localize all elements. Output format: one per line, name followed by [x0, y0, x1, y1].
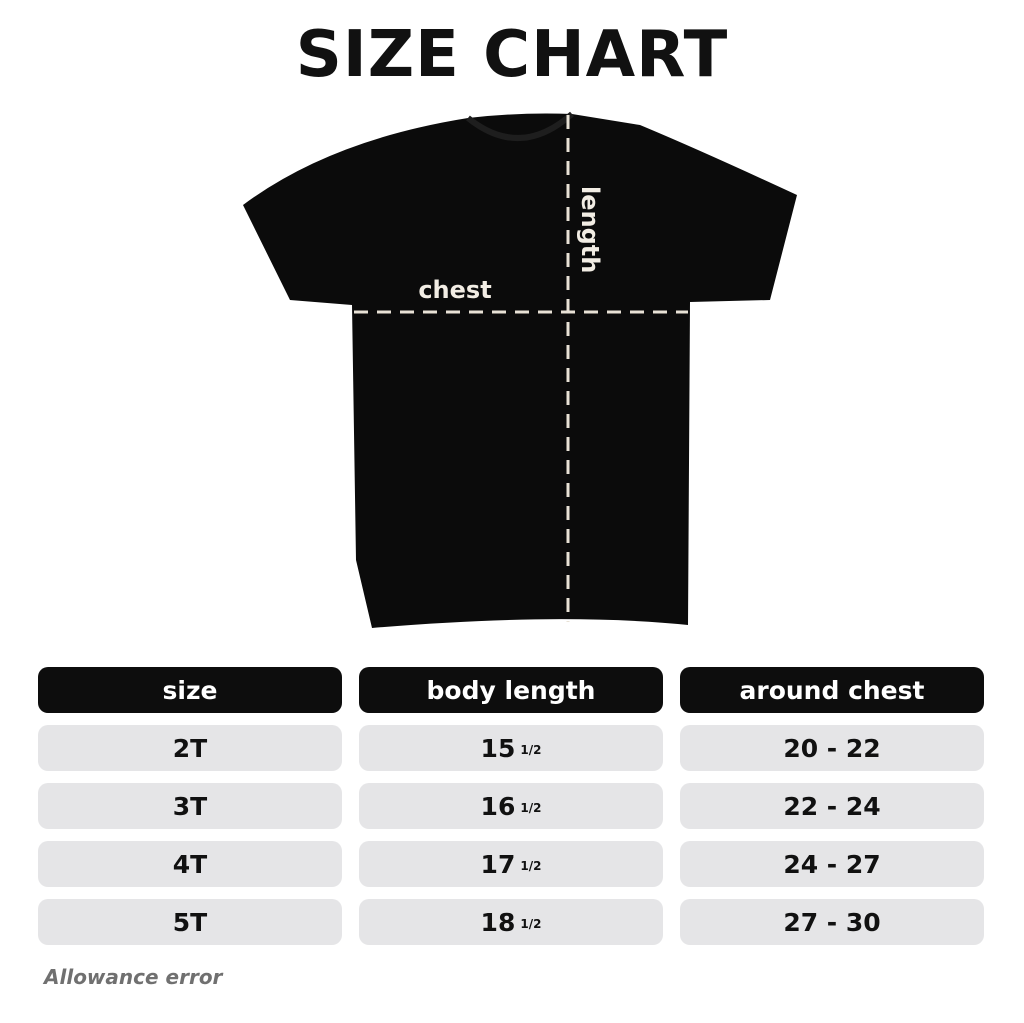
- collar: [466, 111, 574, 141]
- body-length-cell: 17 1/2: [359, 841, 663, 887]
- length-value: 17: [480, 849, 516, 879]
- header-around-chest: around chest: [680, 667, 984, 713]
- header-body-length: body length: [359, 667, 663, 713]
- size-cell: 2T: [38, 725, 342, 771]
- size-cell: 3T: [38, 783, 342, 829]
- length-value: 16: [480, 791, 516, 821]
- tshirt-diagram: chest length: [243, 111, 797, 628]
- body-length-cell: 18 1/2: [359, 899, 663, 945]
- tshirt-shape: [243, 113, 797, 628]
- allowance-note: Allowance error: [44, 965, 223, 989]
- chest-cell: 24 - 27: [680, 841, 984, 887]
- length-value: 18: [480, 907, 516, 937]
- size-cell: 5T: [38, 899, 342, 945]
- body-length-cell: 15 1/2: [359, 725, 663, 771]
- chest-cell: 22 - 24: [680, 783, 984, 829]
- chest-label: chest: [418, 276, 491, 304]
- page-title: SIZE CHART: [295, 18, 729, 92]
- length-label: length: [576, 186, 604, 273]
- body-length-cell: 16 1/2: [359, 783, 663, 829]
- length-fraction: 1/2: [520, 801, 542, 815]
- header-size: size: [38, 667, 342, 713]
- length-fraction: 1/2: [520, 917, 542, 931]
- chest-cell: 20 - 22: [680, 725, 984, 771]
- length-value: 15: [480, 733, 516, 763]
- length-fraction: 1/2: [520, 743, 542, 757]
- length-fraction: 1/2: [520, 859, 542, 873]
- size-cell: 4T: [38, 841, 342, 887]
- chest-cell: 27 - 30: [680, 899, 984, 945]
